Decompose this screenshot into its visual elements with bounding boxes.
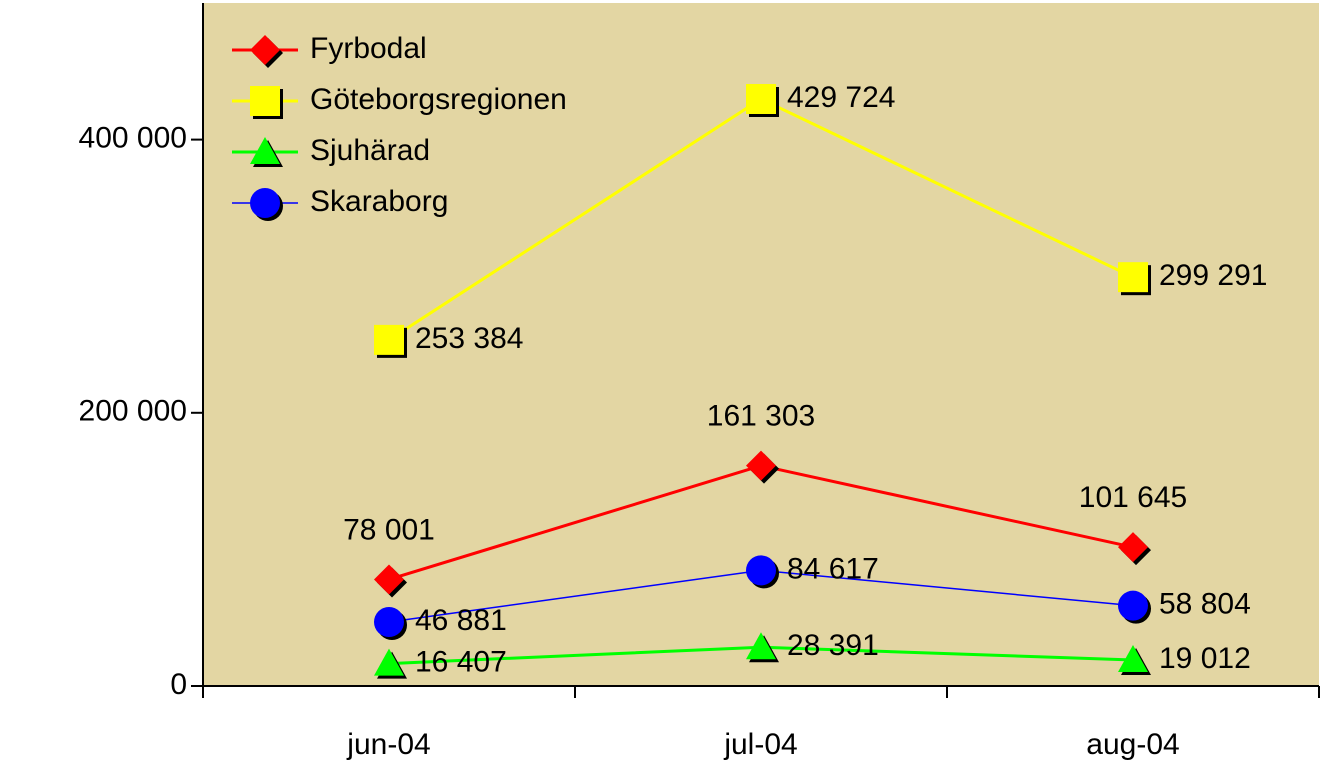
data-label: 16 407 <box>415 646 507 679</box>
data-label: 78 001 <box>343 513 435 546</box>
data-point <box>1118 590 1148 621</box>
x-tick-label: jul-04 <box>723 728 797 761</box>
data-label: 58 804 <box>1159 588 1251 621</box>
x-tick-label: aug-04 <box>1086 728 1179 761</box>
data-point <box>374 606 404 637</box>
data-label: 28 391 <box>787 629 879 662</box>
legend-label: Fyrbodal <box>310 32 427 65</box>
x-tick-label: jun-04 <box>346 728 430 761</box>
legend-marker <box>250 86 280 116</box>
legend-marker <box>250 188 280 218</box>
legend-label: Sjuhärad <box>310 134 430 167</box>
data-point <box>1118 262 1148 293</box>
data-label: 429 724 <box>787 81 895 114</box>
y-tick-label: 0 <box>170 668 187 701</box>
legend-label: Göteborgsregionen <box>310 83 567 116</box>
y-tick-label: 200 000 <box>79 395 187 428</box>
data-point <box>746 450 776 481</box>
legend-marker <box>250 35 280 65</box>
data-point <box>374 648 404 676</box>
legend-label: Skaraborg <box>310 185 448 218</box>
legend-marker <box>250 137 280 164</box>
data-point <box>374 324 404 355</box>
data-label: 299 291 <box>1159 259 1267 292</box>
data-label: 161 303 <box>707 400 815 433</box>
data-label: 101 645 <box>1079 481 1187 514</box>
data-point <box>746 83 776 114</box>
data-label: 46 881 <box>415 604 507 637</box>
data-point <box>746 555 776 586</box>
data-point <box>746 632 776 660</box>
data-label: 253 384 <box>415 322 523 355</box>
data-label: 84 617 <box>787 552 879 585</box>
data-point <box>1118 645 1148 673</box>
y-tick-label: 400 000 <box>79 122 187 155</box>
data-point <box>374 564 404 595</box>
data-point <box>1118 532 1148 563</box>
data-label: 19 012 <box>1159 642 1251 675</box>
